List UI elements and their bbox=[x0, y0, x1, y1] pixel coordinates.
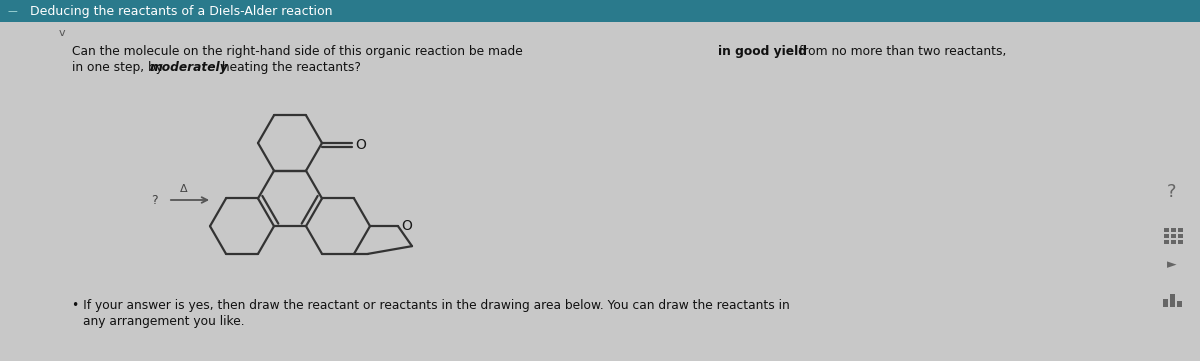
FancyBboxPatch shape bbox=[1163, 299, 1168, 307]
Text: in one step, by: in one step, by bbox=[72, 61, 167, 74]
FancyBboxPatch shape bbox=[1178, 240, 1183, 244]
FancyBboxPatch shape bbox=[1178, 234, 1183, 238]
FancyBboxPatch shape bbox=[1164, 228, 1169, 232]
Text: O: O bbox=[355, 138, 366, 152]
FancyBboxPatch shape bbox=[1171, 228, 1176, 232]
FancyBboxPatch shape bbox=[1177, 301, 1182, 307]
Text: —: — bbox=[7, 6, 17, 16]
FancyBboxPatch shape bbox=[1178, 228, 1183, 232]
FancyBboxPatch shape bbox=[1170, 294, 1175, 307]
Text: heating the reactants?: heating the reactants? bbox=[218, 61, 361, 74]
Text: in good yield: in good yield bbox=[718, 45, 808, 58]
FancyBboxPatch shape bbox=[1171, 234, 1176, 238]
FancyBboxPatch shape bbox=[0, 0, 1200, 22]
FancyBboxPatch shape bbox=[1164, 240, 1169, 244]
Text: any arrangement you like.: any arrangement you like. bbox=[83, 316, 245, 329]
Text: ?: ? bbox=[1168, 183, 1177, 201]
Text: v: v bbox=[59, 28, 65, 38]
Text: moderately: moderately bbox=[150, 61, 229, 74]
Text: ►: ► bbox=[1168, 258, 1177, 271]
Text: Can the molecule on the right-hand side of this organic reaction be made: Can the molecule on the right-hand side … bbox=[72, 45, 527, 58]
Text: O: O bbox=[401, 219, 412, 233]
Text: • If your answer is yes, then draw the reactant or reactants in the drawing area: • If your answer is yes, then draw the r… bbox=[72, 300, 790, 313]
Text: Δ: Δ bbox=[180, 184, 188, 194]
Text: Deducing the reactants of a Diels-Alder reaction: Deducing the reactants of a Diels-Alder … bbox=[30, 4, 332, 17]
Text: from no more than two reactants,: from no more than two reactants, bbox=[796, 45, 1007, 58]
FancyBboxPatch shape bbox=[1164, 234, 1169, 238]
Text: ?: ? bbox=[151, 193, 157, 206]
FancyBboxPatch shape bbox=[1171, 240, 1176, 244]
